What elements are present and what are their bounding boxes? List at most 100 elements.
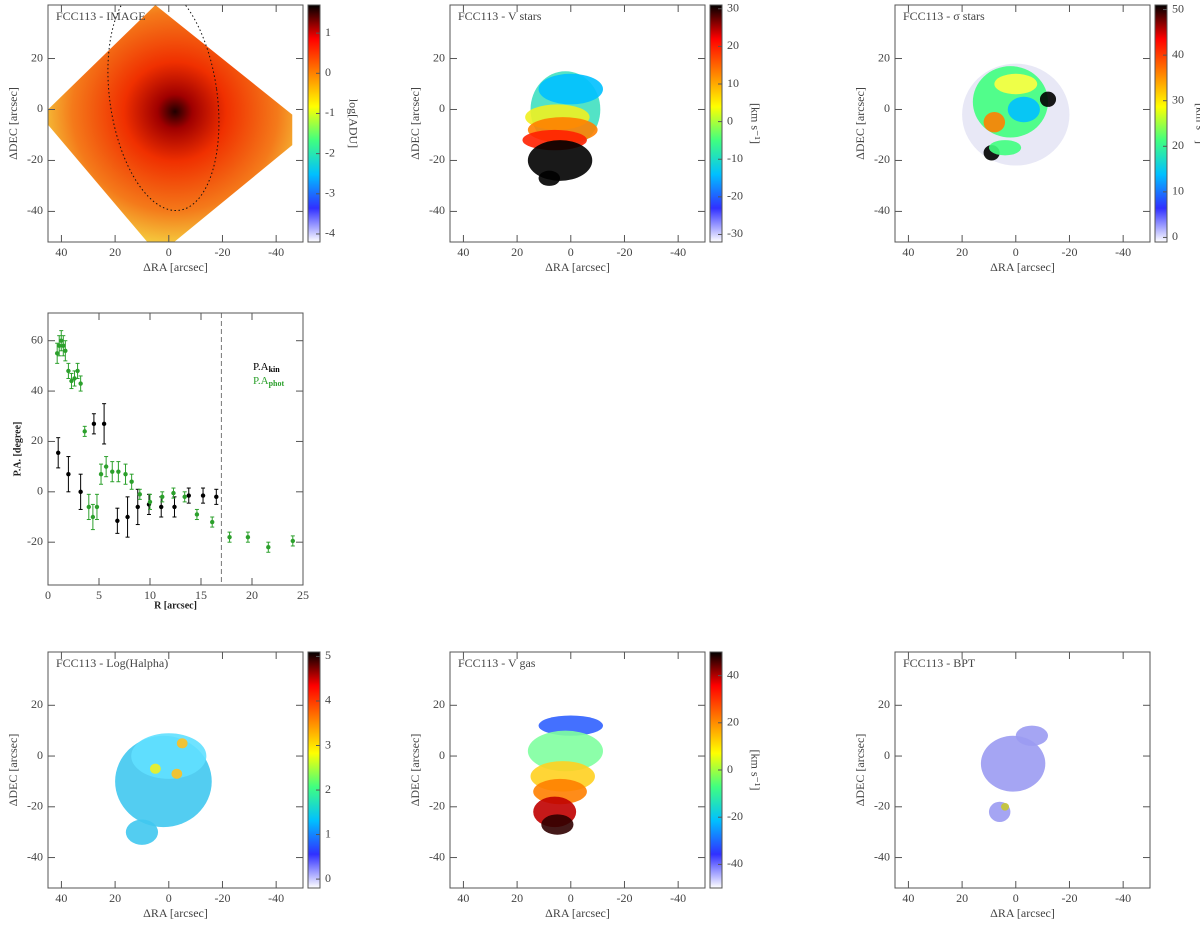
marker [186,493,191,498]
marker [78,489,83,495]
data-point [116,461,121,483]
map-region [983,112,1006,133]
marker [245,534,251,540]
data-point [266,541,271,553]
x-tick-label: 40 [55,891,67,905]
panel: 0 10 20 30 40 50 [km s⁻¹] FCC113 - σ stars 40 20 0… [853,1,1200,273]
y-tick-label: -20 [429,152,445,166]
map-region [1015,725,1048,746]
map-region [538,170,561,186]
y-tick-label: 40 [31,383,43,397]
colorbar-tick-label: 3 [325,737,331,751]
x-tick-label: 15 [195,588,207,602]
data-point [56,437,61,469]
marker [135,504,140,510]
data-point [90,503,96,531]
map-region [150,763,161,774]
colorbar-tick-label: 5 [325,648,331,662]
data-point [82,425,87,437]
map-region [994,73,1038,95]
y-tick-label: 20 [433,697,445,711]
map-region [171,768,183,779]
x-axis-label: ΔRA [arcsec] [545,260,610,274]
data-point [57,335,62,357]
y-tick-label: -20 [27,799,43,813]
y-tick-label: -20 [27,152,43,166]
colorbar-tick-label: 1 [325,826,331,840]
marker [78,381,83,386]
map-region [541,814,574,835]
marker [210,519,215,525]
plot-area [522,71,603,186]
y-tick-label: 0 [439,101,445,115]
x-axis-label: R [arcsec] [154,600,197,611]
legend-entry: P.Aphot [253,375,284,388]
marker [290,538,295,544]
marker [110,469,115,474]
colorbar-tick-label: 0 [727,762,733,776]
marker [90,514,96,520]
image-map [48,5,293,242]
marker [63,348,68,353]
panel-title: FCC113 - Log(Halpha) [56,656,168,670]
data-point [66,362,71,379]
map-region [988,140,1022,156]
data-point [103,456,109,478]
y-tick-label: -40 [429,203,445,217]
data-point [94,493,100,521]
y-tick-label: 20 [31,433,43,447]
marker [200,493,206,498]
y-axis-label: P.A. [degree] [12,422,23,477]
colorbar-tick-label: -20 [727,809,743,823]
y-axis-label: ΔDEC [arcsec] [408,87,422,160]
data-point [227,531,232,543]
marker [94,504,100,510]
y-tick-label: 60 [31,332,43,346]
map-region [176,738,188,749]
marker [125,514,130,520]
data-point [129,473,134,490]
y-tick-label: -20 [429,799,445,813]
panel: -30 -20 -10 0 10 20 30 [km s⁻¹] FCC113 - V stars… [408,1,763,274]
colorbar-tick-label: -4 [325,226,335,240]
map-region [980,735,1046,792]
x-tick-label: 20 [956,245,968,259]
colorbar-tick-label: 1 [325,25,331,39]
legend-entry: P.Akin [253,361,280,374]
data-point [86,493,92,521]
marker [66,471,71,477]
data-point [78,375,83,392]
data-point [147,493,153,510]
y-axis-label: ΔDEC [arcsec] [6,87,20,160]
colorbar-tick-label: 40 [727,667,739,681]
y-tick-label: 20 [31,697,43,711]
x-tick-label: 40 [457,891,469,905]
x-tick-label: -40 [1115,245,1131,259]
x-tick-label: -40 [670,245,686,259]
panel: -4 -3 -2 -1 0 1 log[ADU] FCC113 - IMAGE 40 20 0 -20… [6,4,360,274]
marker [61,343,66,348]
marker [160,494,165,500]
marker [227,534,232,540]
marker [69,378,74,384]
x-axis-label: ΔRA [arcsec] [990,906,1055,920]
colorbar-label: [km s⁻¹] [1193,103,1200,144]
data-point [171,487,176,499]
data-point [78,473,83,510]
colorbar-tick-label: 10 [1172,184,1184,198]
marker [159,504,164,510]
colorbar-tick-label: 40 [1172,47,1184,61]
y-tick-label: 0 [37,101,43,115]
x-tick-label: 20 [109,891,121,905]
y-tick-label: -20 [874,799,890,813]
x-tick-label: 40 [902,891,914,905]
colorbar-tick-label: 0 [325,65,331,79]
data-point [159,496,164,518]
colorbar [709,4,723,243]
data-point [194,508,200,521]
x-tick-label: 0 [166,245,172,259]
marker [266,545,271,550]
map-region [131,733,207,779]
marker [182,494,187,500]
